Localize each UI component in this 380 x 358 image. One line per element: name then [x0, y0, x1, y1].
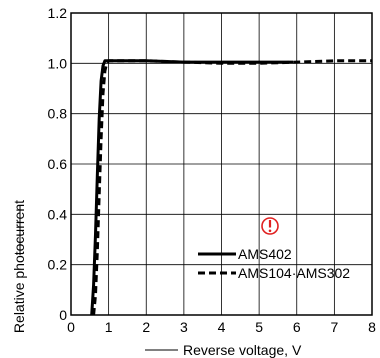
x-tick-label: 3 [180, 319, 188, 335]
x-tick-label: 4 [218, 319, 226, 335]
series-layer [90, 59, 372, 316]
y-tick-label: 0.6 [48, 156, 68, 172]
y-axis-label: Relative photocurrent [11, 200, 27, 333]
x-tick-label: 2 [142, 319, 150, 335]
y-tick-label: 1.0 [48, 55, 68, 71]
series-line-ams402 [90, 59, 293, 316]
x-tick-label: 5 [255, 319, 263, 335]
y-tick-label: 0 [59, 307, 67, 323]
y-tick-label: 0.8 [48, 106, 68, 122]
x-tick-label: 8 [368, 319, 376, 335]
x-tick-label: 0 [67, 319, 75, 335]
y-tick-label: 0.4 [48, 206, 68, 222]
axis-ticks: 0 1 2 3 4 5 6 7 8 0 0.2 0.4 0.6 0.8 1.0 1.2 [48, 5, 377, 335]
plot-frame [70, 12, 373, 316]
x-tick-label: 6 [293, 319, 301, 335]
x-tick-label: 1 [105, 319, 113, 335]
legend: AMS402 AMS104·AMS302 [198, 246, 350, 281]
legend-label-ams402: AMS402 [238, 246, 292, 262]
x-axis-label: Reverse voltage, V [183, 342, 302, 358]
y-tick-label: 0.2 [48, 257, 68, 273]
warning-icon [261, 217, 279, 235]
y-tick-label: 1.2 [48, 5, 68, 21]
x-tick-label: 7 [330, 319, 338, 335]
legend-label-ams104-ams302: AMS104·AMS302 [238, 265, 350, 281]
series-line-ams104-ams302 [92, 59, 372, 316]
